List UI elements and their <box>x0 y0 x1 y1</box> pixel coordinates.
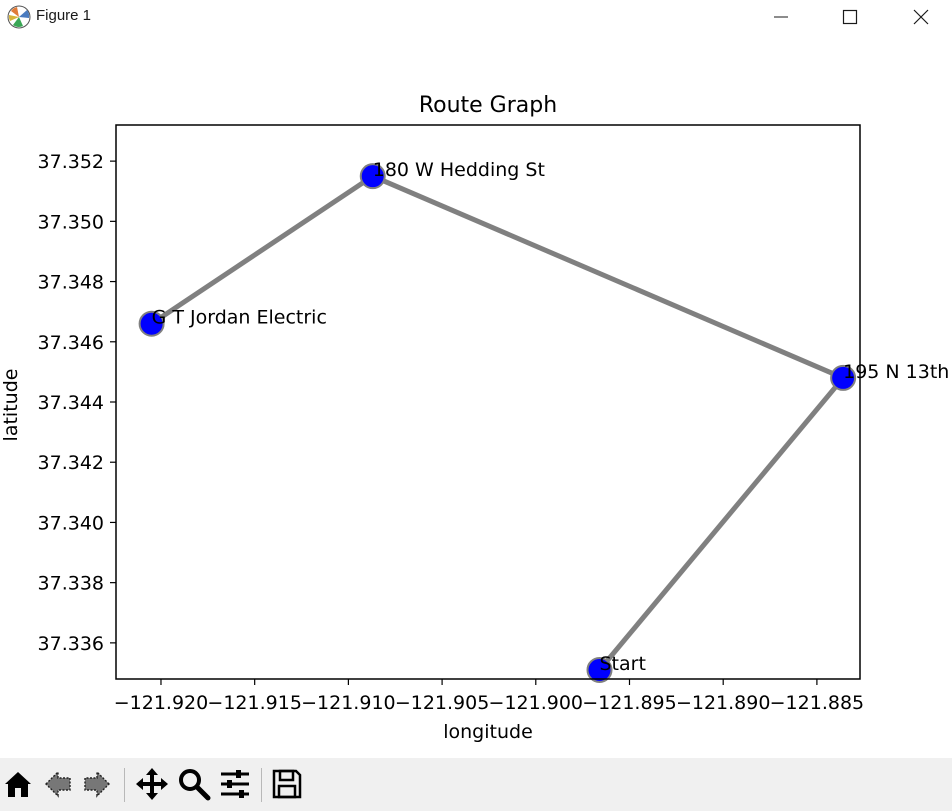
node-label: 180 W Hedding St <box>373 159 545 181</box>
configure-subplots-button[interactable] <box>217 766 253 802</box>
route-graph-chart: Route Graph longitude latitude G T Jorda… <box>0 93 952 743</box>
x-tick-label: −121.890 <box>676 692 771 714</box>
node-label: 195 N 13th St <box>843 361 952 383</box>
x-tick-label: −121.905 <box>395 692 490 714</box>
y-tick-label: 37.342 <box>38 452 104 474</box>
route-node <box>359 163 386 190</box>
y-tick-label: 37.348 <box>38 272 104 294</box>
x-tick-label: −121.910 <box>301 692 396 714</box>
navigation-toolbar <box>0 758 952 811</box>
route-node <box>586 656 613 683</box>
y-tick-label: 37.340 <box>38 512 104 534</box>
x-tick-label: −121.885 <box>770 692 865 714</box>
zoom-button[interactable] <box>176 766 212 802</box>
route-edge <box>371 173 845 381</box>
pan-icon <box>136 768 168 800</box>
maximize-icon <box>842 9 858 25</box>
forward-button[interactable] <box>79 766 115 802</box>
x-tick-label: −121.900 <box>489 692 584 714</box>
node-label: Start <box>600 653 646 675</box>
save-button[interactable] <box>269 766 305 802</box>
window-title: Figure 1 <box>36 7 92 24</box>
y-tick-label: 37.346 <box>38 332 104 354</box>
back-button[interactable] <box>40 766 76 802</box>
route-node <box>830 364 857 391</box>
zoom-icon <box>179 769 211 801</box>
route-node <box>138 310 165 337</box>
route-edge <box>597 376 846 672</box>
window-titlebar: Figure 1 <box>0 0 952 38</box>
configure-subplots-icon <box>221 770 249 798</box>
home-icon <box>5 772 31 797</box>
y-tick-label: 37.336 <box>38 633 104 655</box>
route-edge <box>150 174 375 326</box>
y-axis-label: latitude <box>0 369 22 442</box>
forward-icon <box>84 770 110 798</box>
pan-button[interactable] <box>134 766 170 802</box>
x-tick-label: −121.915 <box>207 692 302 714</box>
node-label: G T Jordan Electric <box>152 307 327 329</box>
close-button[interactable] <box>898 0 944 34</box>
axes-frame <box>115 124 861 680</box>
y-tick-label: 37.352 <box>38 151 104 173</box>
figure-canvas[interactable]: Route Graph longitude latitude G T Jorda… <box>0 38 952 758</box>
maximize-button[interactable] <box>827 0 873 34</box>
x-tick-label: −121.895 <box>582 692 677 714</box>
back-icon <box>45 770 71 798</box>
toolbar-separator <box>124 768 125 802</box>
x-axis-label: longitude <box>443 721 533 743</box>
save-icon <box>272 769 302 799</box>
home-button[interactable] <box>0 766 36 802</box>
y-tick-label: 37.344 <box>38 392 104 414</box>
y-tick-label: 37.350 <box>38 211 104 233</box>
x-tick-label: −121.920 <box>114 692 209 714</box>
chart-title: Route Graph <box>419 93 557 118</box>
minimize-icon <box>774 16 788 18</box>
close-icon <box>913 9 929 25</box>
minimize-button[interactable] <box>758 0 804 34</box>
y-tick-label: 37.338 <box>38 573 104 595</box>
toolbar-separator <box>261 768 262 802</box>
matplotlib-logo-icon <box>7 5 31 29</box>
